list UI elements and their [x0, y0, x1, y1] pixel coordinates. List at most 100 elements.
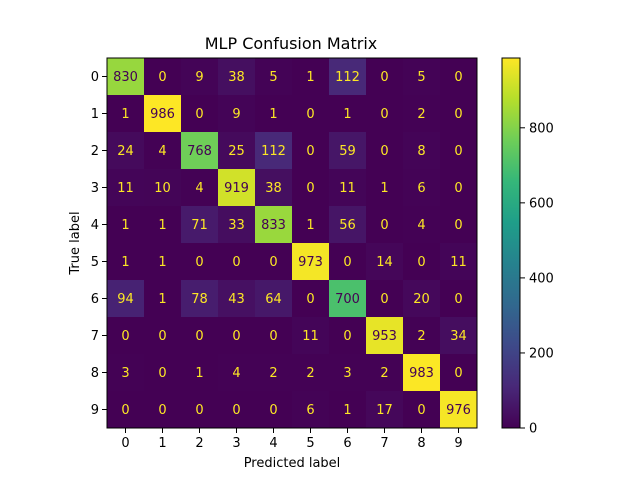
heatmap-cell	[403, 206, 441, 244]
heatmap-cell	[440, 206, 478, 244]
cell-value-label: 0	[380, 107, 388, 122]
x-tick-label: 9	[454, 436, 462, 451]
heatmap-cell	[366, 132, 404, 170]
cell-value-label: 1	[158, 292, 166, 307]
heatmap-cell	[181, 317, 219, 355]
heatmap-cell	[329, 169, 367, 207]
y-tick-label: 4	[91, 218, 99, 233]
cell-value-label: 0	[306, 292, 314, 307]
cell-value-label: 94	[117, 292, 134, 307]
heatmap-cell	[403, 243, 441, 281]
heatmap-cell	[366, 95, 404, 133]
cell-value-label: 1	[380, 181, 388, 196]
cell-value-label: 56	[339, 218, 356, 233]
heatmap-cell	[107, 169, 145, 207]
heatmap-cell	[440, 95, 478, 133]
x-tick-label: 1	[158, 436, 166, 451]
cell-value-label: 0	[269, 329, 277, 344]
cell-value-label: 6	[417, 181, 425, 196]
cell-value-label: 0	[195, 107, 203, 122]
colorbar-tick-label: 800	[529, 121, 554, 136]
heatmap-cell	[366, 169, 404, 207]
heatmap-cell	[144, 317, 182, 355]
colorbar-ticks: 0 200 400 600 800	[520, 121, 554, 437]
heatmap-cell	[107, 95, 145, 133]
heatmap-cell	[255, 317, 293, 355]
heatmap-cell	[292, 132, 330, 170]
heatmap-cell	[107, 243, 145, 281]
cell-value-label: 0	[158, 329, 166, 344]
heatmap-cell	[218, 95, 256, 133]
cell-value-label: 1	[121, 107, 129, 122]
cell-value-label: 0	[454, 144, 462, 159]
heatmap-cell	[292, 280, 330, 318]
heatmap-cell	[329, 280, 367, 318]
heatmap-cell	[218, 169, 256, 207]
chart-title: MLP Confusion Matrix	[205, 34, 378, 53]
cell-value-label: 976	[446, 403, 471, 418]
y-axis-ticks: 0 1 2 3 4 5 6 7 8 9	[91, 70, 107, 418]
heatmap-cell	[255, 58, 293, 96]
cell-value-label: 11	[339, 181, 356, 196]
heatmap-cell	[255, 206, 293, 244]
cell-value-label: 919	[224, 181, 249, 196]
heatmap-cell	[107, 58, 145, 96]
heatmap-cell	[181, 243, 219, 281]
cell-value-label: 2	[380, 366, 388, 381]
heatmap-cell	[181, 169, 219, 207]
heatmap-cell	[218, 206, 256, 244]
heatmap-cell	[403, 169, 441, 207]
heatmap-cell	[329, 391, 367, 429]
x-tick-label: 7	[380, 436, 388, 451]
heatmap-cell	[292, 354, 330, 392]
heatmap-cell	[181, 58, 219, 96]
cell-value-label: 4	[232, 366, 240, 381]
cell-value-label: 33	[228, 218, 245, 233]
cell-value-label: 20	[413, 292, 430, 307]
cell-value-label: 0	[417, 403, 425, 418]
cell-value-label: 11	[117, 181, 134, 196]
heatmap-cell	[366, 243, 404, 281]
heatmap-cell	[181, 391, 219, 429]
y-tick-label: 6	[91, 292, 99, 307]
heatmap-cell	[440, 317, 478, 355]
cell-value-label: 9	[232, 107, 240, 122]
cell-value-label: 34	[450, 329, 467, 344]
cell-value-label: 953	[372, 329, 397, 344]
heatmap-cell	[144, 132, 182, 170]
heatmap-cell	[255, 280, 293, 318]
cell-value-label: 0	[232, 403, 240, 418]
heatmap-cell	[107, 206, 145, 244]
y-tick-label: 0	[91, 70, 99, 85]
cell-value-label: 1	[269, 107, 277, 122]
cell-value-label: 1	[158, 218, 166, 233]
heatmap-cell	[292, 317, 330, 355]
heatmap-cell	[144, 95, 182, 133]
cell-value-label: 0	[306, 107, 314, 122]
heatmap-cell	[181, 354, 219, 392]
x-tick-label: 4	[269, 436, 277, 451]
heatmap-cell	[329, 132, 367, 170]
heatmap-cell	[403, 354, 441, 392]
colorbar-tick-label: 600	[529, 196, 554, 211]
cell-value-label: 1	[121, 255, 129, 270]
cell-value-label: 5	[269, 70, 277, 85]
cell-value-label: 5	[417, 70, 425, 85]
x-tick-label: 8	[417, 436, 425, 451]
cell-value-label: 0	[380, 218, 388, 233]
heatmap-cell	[440, 132, 478, 170]
heatmap-cell	[440, 243, 478, 281]
cell-value-label: 1	[158, 255, 166, 270]
cell-value-label: 11	[302, 329, 319, 344]
colorbar-tick-label: 400	[529, 271, 554, 286]
heatmap-cell	[403, 317, 441, 355]
cell-value-label: 0	[195, 403, 203, 418]
cell-value-label: 0	[195, 329, 203, 344]
cell-value-label: 833	[261, 218, 286, 233]
heatmap-cell	[181, 95, 219, 133]
x-tick-label: 6	[343, 436, 351, 451]
cell-value-label: 983	[409, 366, 434, 381]
cell-value-label: 11	[450, 255, 467, 270]
cell-value-label: 10	[154, 181, 171, 196]
cell-value-label: 4	[417, 218, 425, 233]
